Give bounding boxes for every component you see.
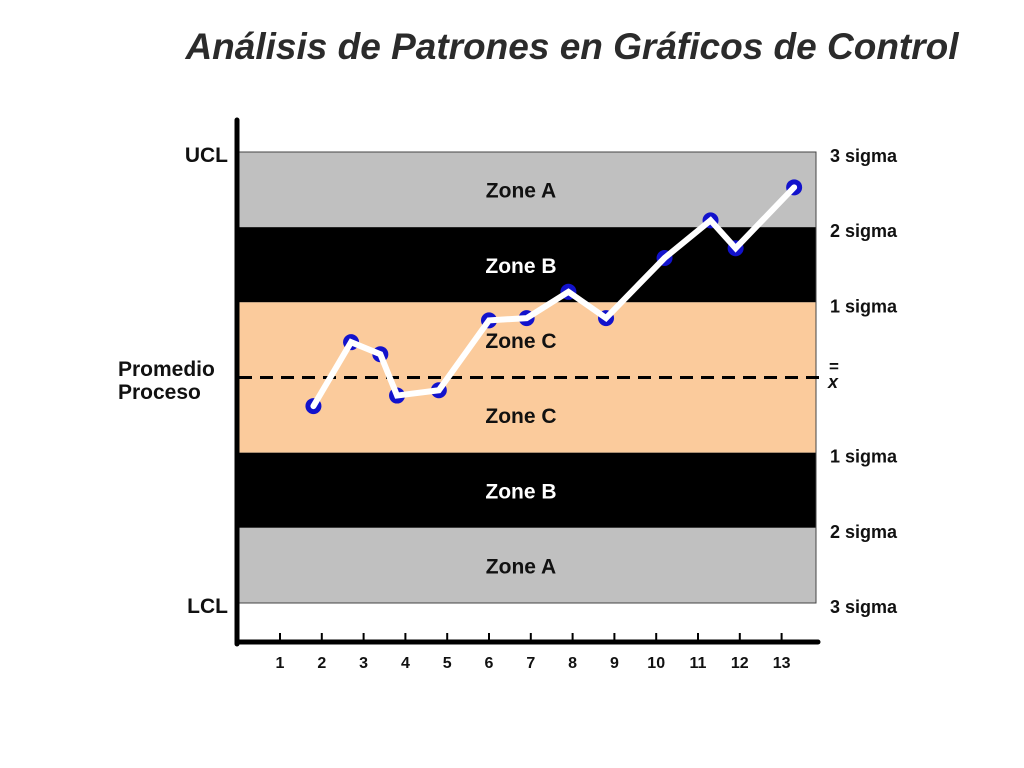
zone-label: Zone B xyxy=(485,255,556,278)
sigma-label: 1 sigma xyxy=(830,296,898,316)
zone-label: Zone A xyxy=(486,180,556,203)
sigma-label: 3 sigma xyxy=(830,597,898,617)
sigma-label: 1 sigma xyxy=(830,447,898,467)
zone-band xyxy=(239,152,816,228)
x-tick-label: 2 xyxy=(317,655,326,672)
x-tick-label: 12 xyxy=(731,655,749,672)
mean-symbol-letter: x xyxy=(827,372,839,392)
x-tick-label: 10 xyxy=(647,655,665,672)
data-series-line xyxy=(310,184,798,410)
zone-band xyxy=(239,377,816,453)
zone-band xyxy=(239,227,816,303)
x-tick-label: 13 xyxy=(773,655,791,672)
lcl-label: LCL xyxy=(187,595,228,618)
x-tick-label: 6 xyxy=(485,655,494,672)
mean-symbol-bars: = xyxy=(829,357,839,376)
x-tick-label: 3 xyxy=(359,655,368,672)
sigma-label: 2 sigma xyxy=(830,522,898,542)
x-tick-label: 8 xyxy=(568,655,577,672)
axes-layer: 1 2 3 4 5 6 7 8 9 10 11 12 13 xyxy=(234,117,821,672)
sigma-label: 3 sigma xyxy=(830,146,898,166)
x-tick-label: 5 xyxy=(443,655,452,672)
center-label-line1: Promedio xyxy=(118,358,215,381)
x-tick-label: 4 xyxy=(401,655,410,672)
center-label-line2: Proceso xyxy=(118,381,201,404)
sigma-label: 2 sigma xyxy=(830,221,898,241)
zone-label: Zone B xyxy=(485,480,556,503)
zone-band xyxy=(239,452,816,528)
zone-label: Zone C xyxy=(485,405,556,428)
zone-band xyxy=(239,527,816,603)
x-tick-label: 9 xyxy=(610,655,619,672)
series-layer xyxy=(305,179,803,415)
ucl-label: UCL xyxy=(185,144,228,167)
zone-label: Zone A xyxy=(486,555,556,578)
zone-label: Zone C xyxy=(485,330,556,353)
page-title: Análisis de Patrones en Gráficos de Cont… xyxy=(185,26,959,67)
x-tick-label: 1 xyxy=(276,655,285,672)
x-tick-label: 7 xyxy=(526,655,535,672)
x-tick-label: 11 xyxy=(690,655,707,672)
